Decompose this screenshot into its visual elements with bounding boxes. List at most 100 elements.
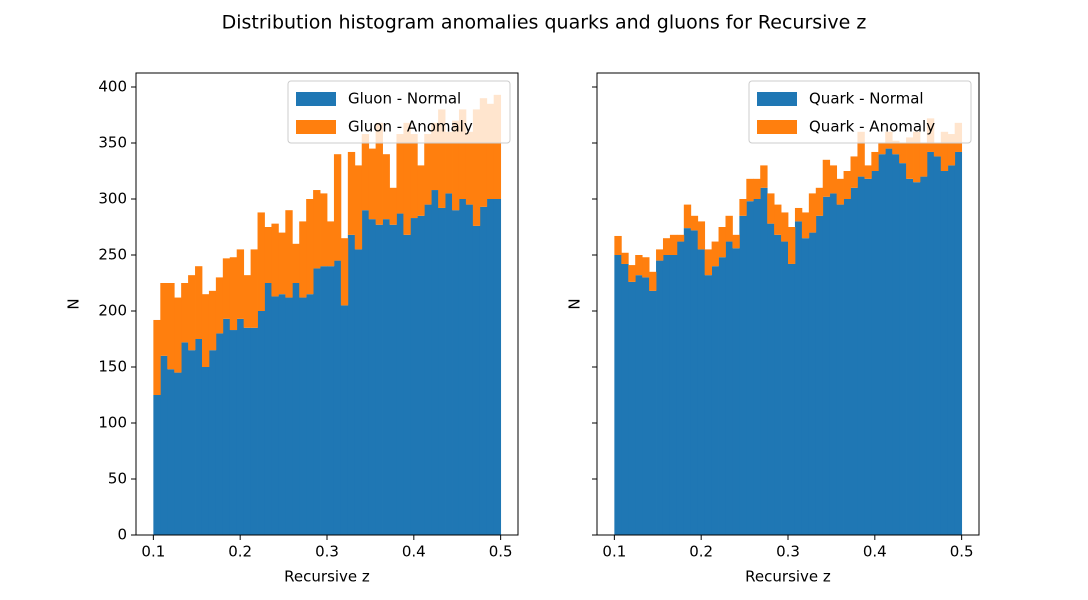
histogram-bar <box>885 148 893 535</box>
histogram-bar <box>788 263 796 535</box>
histogram-bar <box>222 318 231 535</box>
histogram-bar <box>850 187 858 536</box>
histogram-bar <box>899 163 907 535</box>
histogram-bar <box>892 154 900 535</box>
histogram-bar <box>732 248 740 535</box>
histogram-bar <box>458 199 467 535</box>
histogram-bar <box>188 275 196 351</box>
histogram-bar <box>697 249 706 535</box>
histogram-bar <box>438 207 446 535</box>
x-tick-label: 0.2 <box>228 543 252 561</box>
histogram-bar <box>299 221 307 298</box>
histogram-bar <box>767 193 775 224</box>
histogram-bar <box>906 137 914 179</box>
histogram-bar <box>389 187 397 225</box>
histogram-bar <box>201 294 210 367</box>
histogram-bar <box>215 277 224 334</box>
figure-title: Distribution histogram anomalies quarks … <box>222 12 867 34</box>
histogram-bar <box>236 249 245 319</box>
y-tick-label: 250 <box>98 246 127 264</box>
histogram-bar <box>697 221 706 250</box>
histogram-bar <box>746 201 754 536</box>
histogram-bar <box>864 165 872 179</box>
histogram-bar <box>368 219 377 535</box>
histogram-bar <box>201 367 210 535</box>
histogram-bar <box>836 204 844 535</box>
histogram-bar <box>431 190 439 536</box>
histogram-bar <box>725 241 733 535</box>
histogram-bar <box>871 171 879 535</box>
histogram-bar <box>690 230 699 536</box>
histogram-bar <box>933 143 942 157</box>
legend-box <box>287 80 511 144</box>
histogram-bar <box>417 165 425 216</box>
histogram-bar <box>403 234 411 535</box>
histogram-bar <box>808 193 817 233</box>
histogram-bar <box>181 342 189 535</box>
histogram-bar <box>808 232 817 535</box>
histogram-bar <box>257 311 265 535</box>
histogram-bar <box>933 156 942 535</box>
histogram-bar <box>642 257 650 278</box>
histogram-bar <box>181 283 189 343</box>
legend-swatch <box>757 120 797 134</box>
x-axis-label: Recursive z <box>745 568 831 586</box>
histogram-bar <box>676 234 685 242</box>
histogram-bar <box>774 234 782 535</box>
histogram-bar <box>864 178 872 535</box>
histogram-bar <box>683 228 692 535</box>
histogram-bar <box>718 257 726 535</box>
histogram-bar <box>333 260 342 535</box>
histogram-bar <box>940 171 949 535</box>
histogram-bar <box>649 290 657 535</box>
histogram-bar <box>250 249 258 328</box>
histogram-bar <box>396 213 404 535</box>
histogram-bar <box>479 98 488 207</box>
histogram-bar <box>801 238 810 535</box>
histogram-bar <box>919 176 928 535</box>
histogram-bar <box>753 178 761 199</box>
histogram-bar <box>320 193 328 267</box>
histogram-bar <box>781 212 789 242</box>
histogram-bar <box>271 223 279 297</box>
histogram-bar <box>306 294 314 535</box>
histogram-bar <box>801 212 810 239</box>
histogram-bar <box>229 257 238 331</box>
histogram-bar <box>822 196 831 535</box>
y-tick-label: 100 <box>98 414 127 432</box>
histogram-bar <box>621 263 629 535</box>
histogram-bar <box>829 193 838 535</box>
histogram-bar <box>160 283 168 356</box>
legend-label: Gluon - Anomaly <box>348 118 473 136</box>
histogram-bar <box>243 275 251 328</box>
histogram-bar <box>174 372 182 535</box>
legend-label: Gluon - Normal <box>348 90 461 108</box>
histogram-bar <box>465 131 474 205</box>
histogram-bar <box>642 277 650 535</box>
histogram-bar <box>794 207 803 222</box>
histogram-bar <box>375 122 383 225</box>
histogram-bar <box>913 131 921 183</box>
histogram-bar <box>669 234 678 255</box>
histogram-bar <box>368 148 377 220</box>
histogram-bar <box>188 350 196 535</box>
histogram-bar <box>767 223 775 535</box>
histogram-bar <box>250 327 258 535</box>
histogram-bar <box>264 227 272 283</box>
histogram-bar <box>704 275 712 535</box>
histogram-bar <box>472 109 481 226</box>
histogram-bar <box>628 281 636 535</box>
histogram-bar <box>208 350 217 535</box>
histogram-bar <box>704 249 712 276</box>
histogram-bar <box>243 327 251 535</box>
histogram-bar <box>278 294 286 535</box>
histogram-bar <box>458 109 467 199</box>
histogram-bar <box>195 339 203 535</box>
histogram-bar <box>472 225 481 535</box>
histogram-bar <box>614 235 622 255</box>
legend-label: Quark - Anomaly <box>809 118 935 136</box>
histogram-bar <box>857 176 865 535</box>
histogram-bar <box>382 154 390 220</box>
histogram-bar <box>871 151 879 171</box>
